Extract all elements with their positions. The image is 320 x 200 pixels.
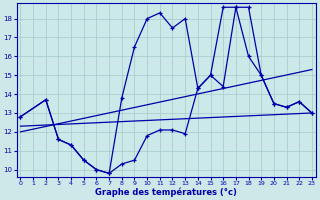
X-axis label: Graphe des températures (°c): Graphe des températures (°c) [95,187,237,197]
